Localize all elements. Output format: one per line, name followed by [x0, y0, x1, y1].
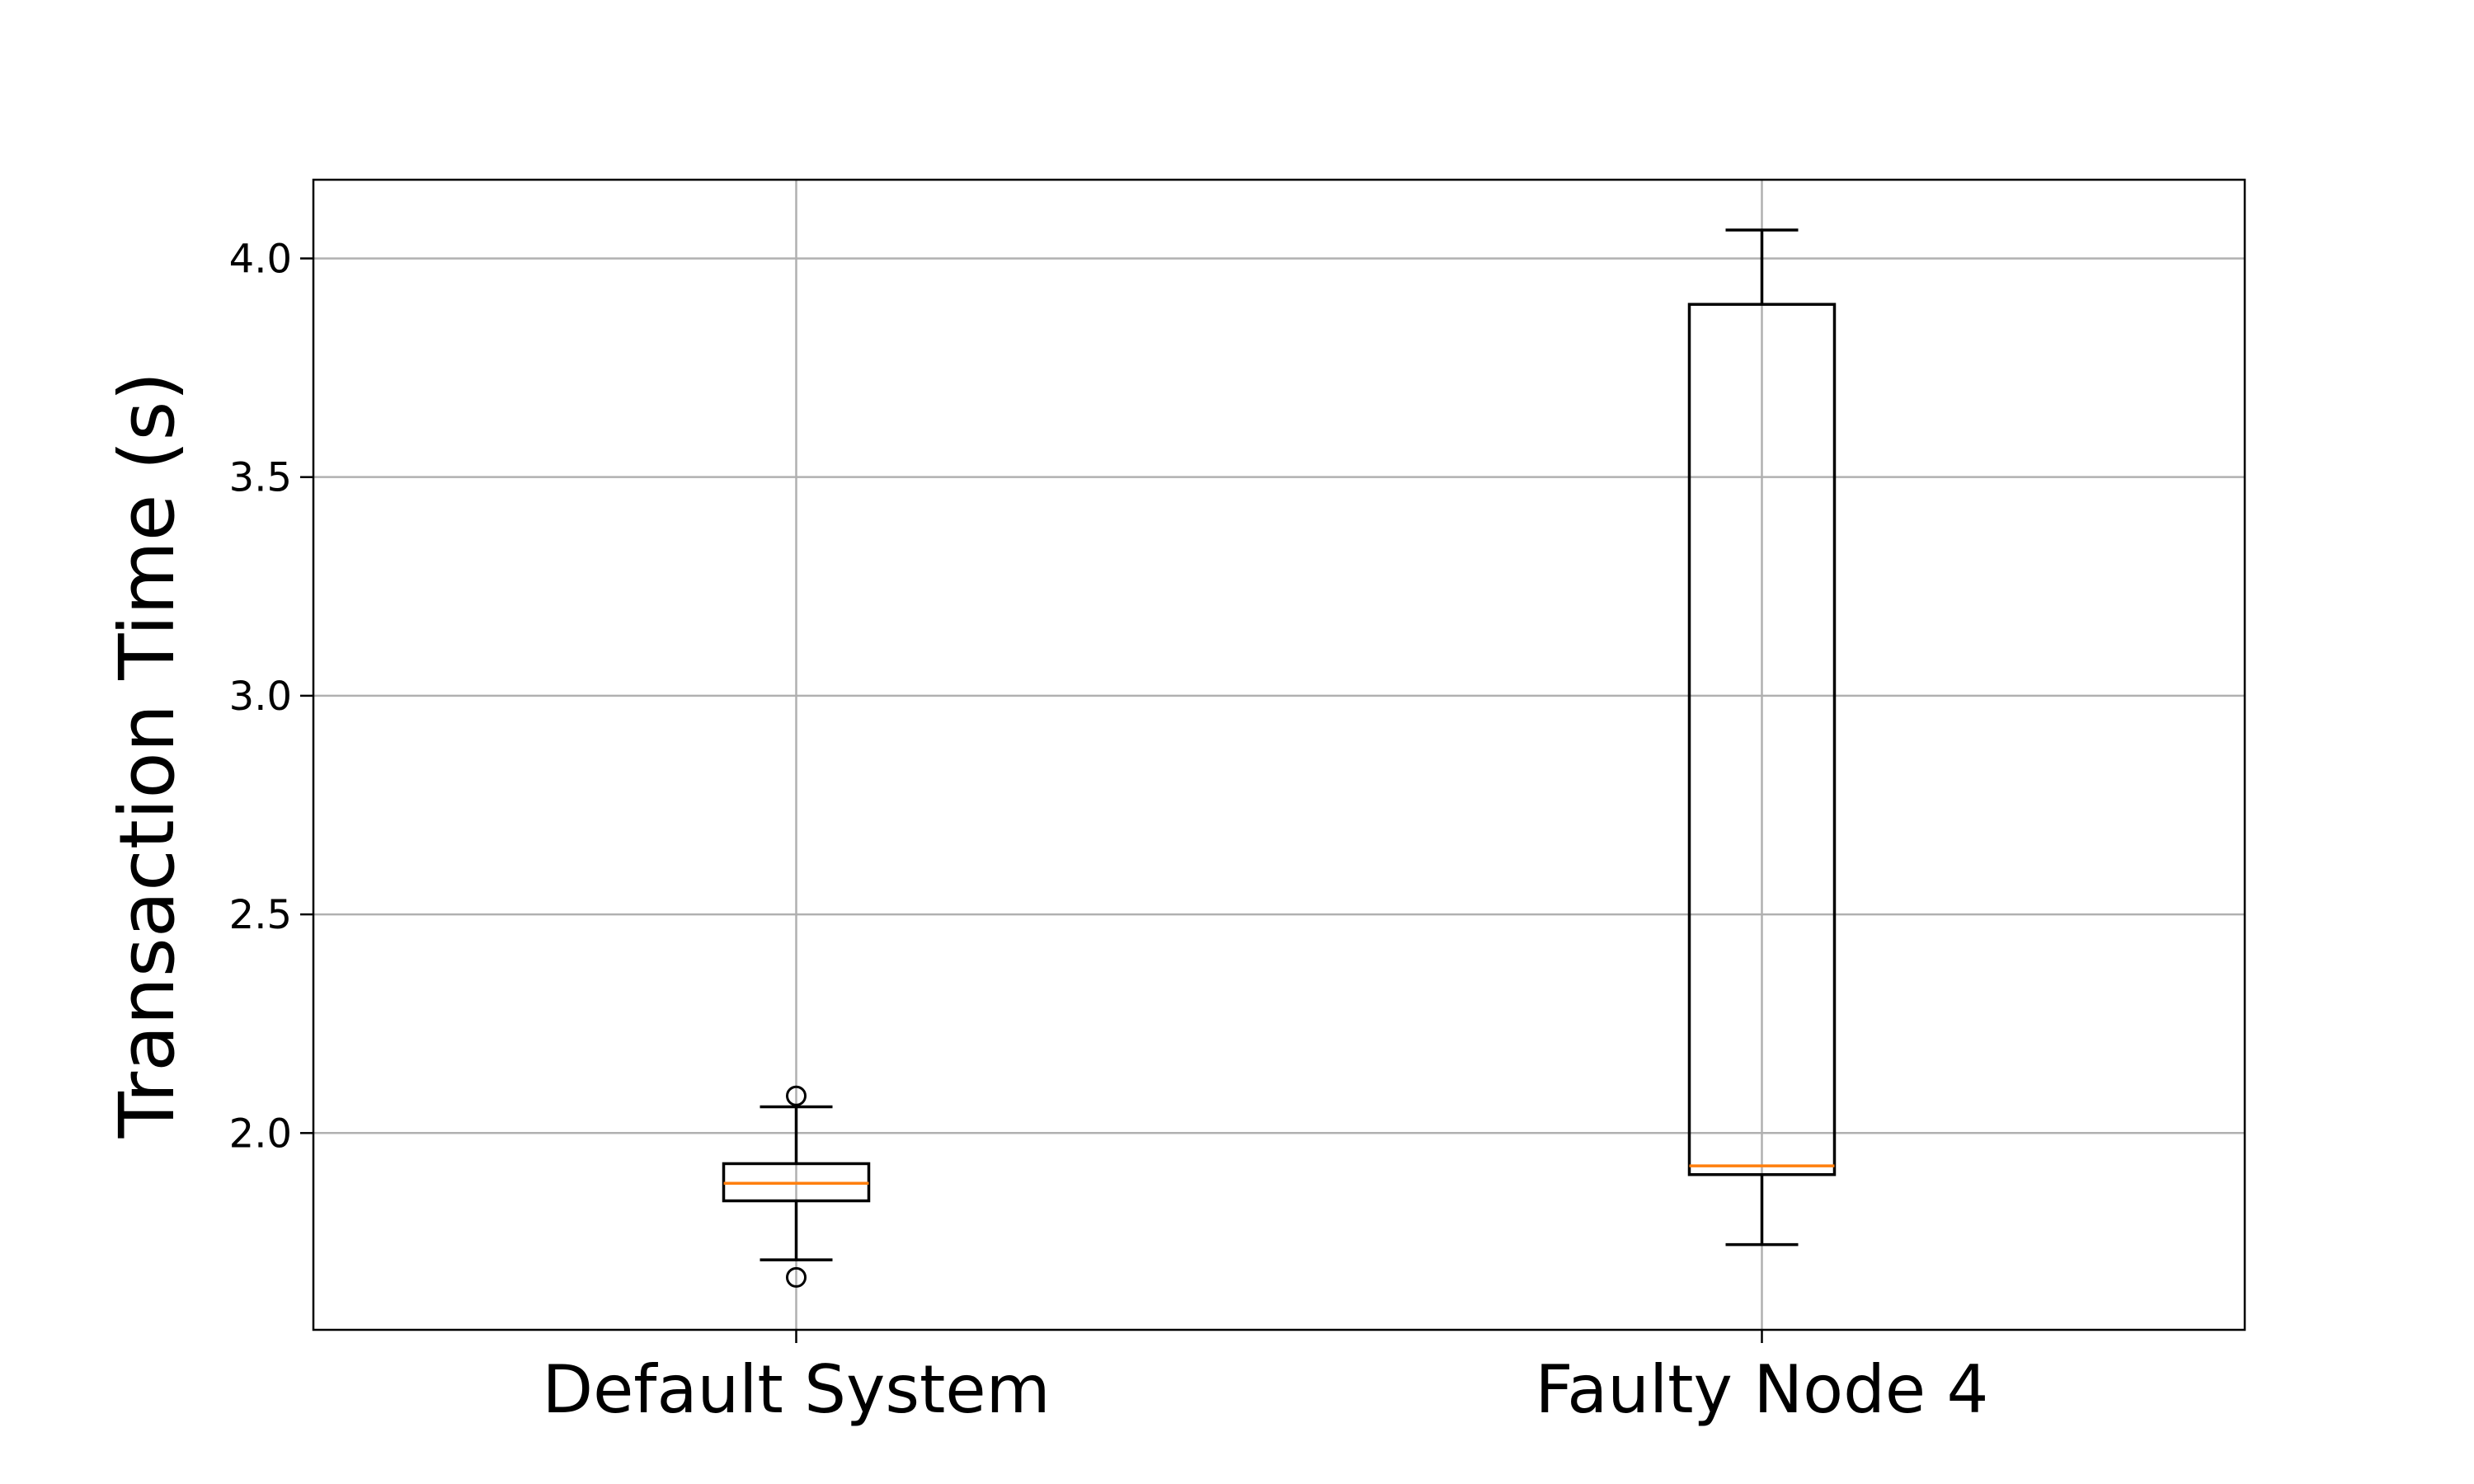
outlier-point: [786, 1266, 807, 1288]
y-tick-label: 3.5: [229, 455, 292, 501]
y-tick-label: 2.5: [229, 892, 292, 938]
y-tick-label: 3.0: [229, 674, 292, 720]
y-tick-label: 4.0: [229, 236, 292, 282]
grid-layer: [313, 180, 2245, 1330]
box-group: [1687, 228, 1837, 1247]
outlier-point: [786, 1085, 807, 1106]
iqr-box: [1687, 303, 1837, 1176]
box-layer: [722, 228, 1837, 1288]
x-tick-label: Default System: [542, 1351, 1050, 1428]
plot-area-frame: [312, 178, 2246, 1331]
tick-layer: 2.0 2.5 3.0 3.5 4.0 Default System Faulty Node…: [229, 236, 1989, 1428]
x-tick-label: Faulty Node 4: [1536, 1351, 1989, 1428]
y-tick-label: 2.0: [229, 1111, 292, 1157]
box-group: [722, 1085, 871, 1288]
y-axis-title: Transaction Time (s): [103, 372, 191, 1139]
